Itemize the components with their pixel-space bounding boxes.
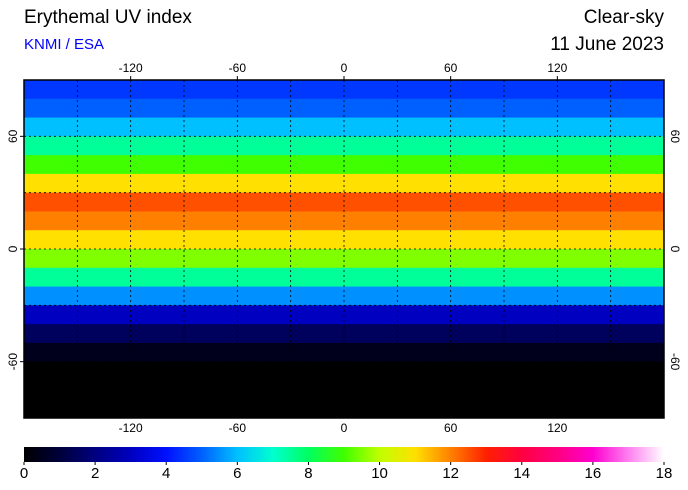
- uv-band: [24, 117, 664, 137]
- y-tick-label: -60: [6, 353, 20, 371]
- title: Erythemal UV index: [24, 7, 192, 28]
- uv-band: [24, 80, 664, 100]
- y-tick-label: -60: [668, 353, 682, 371]
- x-tick-label: 0: [341, 61, 348, 75]
- condition: Clear-sky: [584, 7, 665, 28]
- uv-band: [24, 324, 664, 344]
- colorbar-tick-label: 6: [233, 465, 241, 482]
- uv-band: [24, 173, 664, 194]
- y-tick-label: 0: [6, 245, 20, 252]
- y-tick-label: 0: [668, 246, 682, 253]
- x-tick-label: -60: [229, 61, 247, 75]
- x-tick-label: 120: [547, 61, 567, 75]
- x-tick-label: 60: [444, 61, 458, 75]
- x-tick-label: 120: [547, 421, 567, 435]
- colorbar-tick-label: 16: [585, 465, 602, 482]
- x-tick-label: -120: [119, 421, 143, 435]
- colorbar-tick-label: 0: [20, 465, 28, 482]
- x-tick-label: 60: [444, 421, 458, 435]
- uv-band: [24, 98, 664, 119]
- colorbar-tick-label: 4: [162, 465, 170, 482]
- x-tick-label: -120: [119, 61, 143, 75]
- x-tick-label: -60: [229, 421, 247, 435]
- y-tick-label: 60: [6, 129, 20, 143]
- date: 11 June 2023: [550, 34, 664, 55]
- uv-band: [24, 342, 664, 363]
- uv-band: [24, 399, 664, 419]
- colorbar: [24, 447, 664, 462]
- colorbar-tick-label: 18: [656, 465, 673, 482]
- credit: KNMI / ESA: [24, 36, 104, 53]
- colorbar-tick-label: 2: [91, 465, 99, 482]
- x-tick-label: 0: [341, 421, 348, 435]
- colorbar-tick-label: 10: [371, 465, 388, 482]
- colorbar-tick-label: 14: [513, 465, 530, 482]
- colorbar-tick-label: 8: [304, 465, 312, 482]
- colorbar-tick-label: 12: [442, 465, 459, 482]
- uv-band: [24, 267, 664, 288]
- uv-band: [24, 249, 664, 269]
- y-tick-label: 60: [668, 130, 682, 144]
- uv-band: [24, 192, 664, 212]
- uv-band: [24, 155, 664, 175]
